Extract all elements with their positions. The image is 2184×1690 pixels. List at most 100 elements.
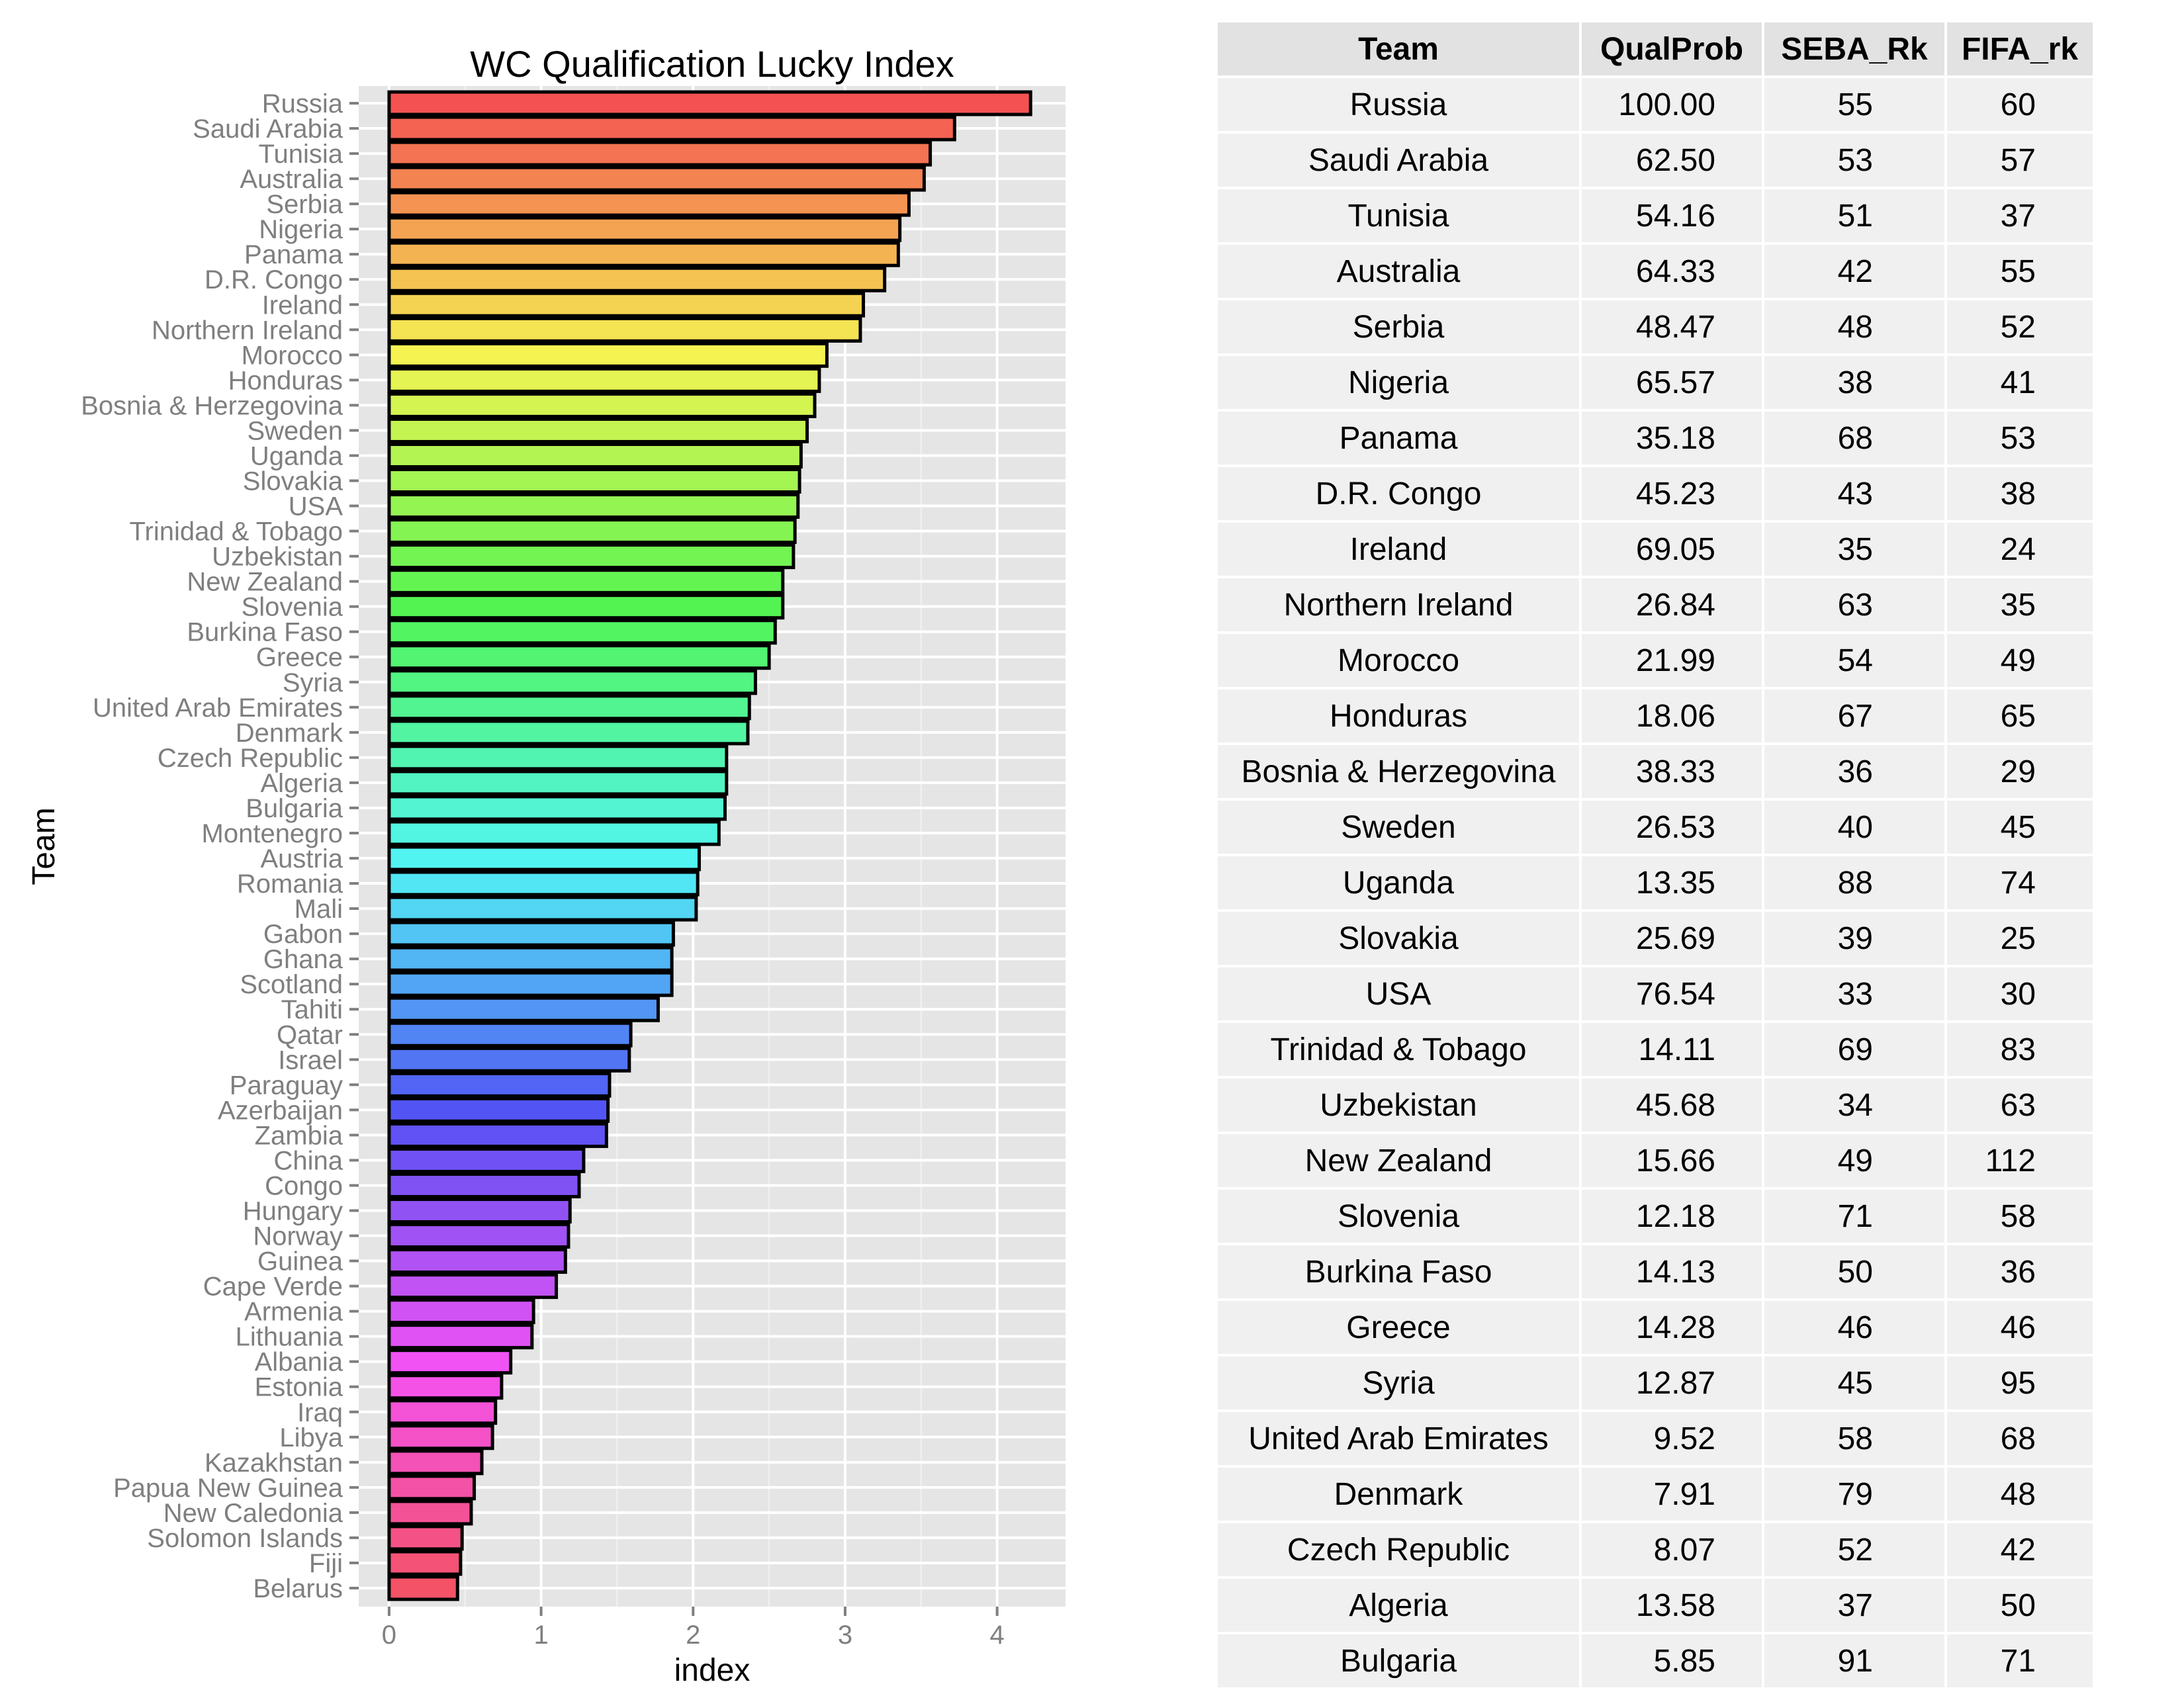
- qualification-table-container: Team QualProb SEBA_Rk FIFA_rk Russia 100.…: [1215, 20, 2095, 1690]
- cell-seba-rk: 67: [1762, 687, 1947, 745]
- bar: [387, 266, 887, 292]
- y-tick-label: Papua New Guinea: [113, 1474, 343, 1503]
- cell-qualprob: 62.50: [1579, 131, 1764, 189]
- cell-fifa-rk: 68: [1944, 1409, 2095, 1468]
- y-tick-label: Norway: [253, 1222, 343, 1251]
- cell-fifa-rk: 95: [1944, 1354, 2095, 1412]
- table-row: New Zealand 15.66 49 112: [1215, 1132, 2095, 1190]
- y-tick-label: Panama: [244, 240, 343, 269]
- cell-team: Russia: [1215, 75, 1582, 134]
- bar: [387, 392, 817, 418]
- bar: [387, 518, 797, 545]
- y-tick-label: Montenegro: [202, 819, 343, 848]
- y-tick-label: Armenia: [244, 1298, 343, 1327]
- x-tick-label: 0: [382, 1621, 396, 1650]
- bar: [387, 795, 727, 821]
- y-tick-label: Hungary: [243, 1196, 343, 1225]
- y-tick-label: Serbia: [266, 190, 343, 219]
- y-tick-label: Trinidad & Tobago: [130, 517, 343, 547]
- y-tick-label: Paraguay: [230, 1071, 343, 1100]
- bar: [387, 1248, 567, 1274]
- y-tick-label: Greece: [256, 643, 343, 672]
- y-tick-label: United Arab Emirates: [93, 693, 343, 723]
- y-tick-label: Slovenia: [242, 593, 343, 622]
- y-tick-label: Bulgaria: [246, 794, 343, 823]
- bar: [387, 971, 674, 997]
- bar: [387, 417, 809, 443]
- cell-fifa-rk: 37: [1944, 187, 2095, 245]
- header-fifa-rk: FIFA_rk: [1944, 20, 2095, 78]
- cell-qualprob: 45.23: [1579, 465, 1764, 523]
- y-tick-label: Northern Ireland: [152, 316, 343, 345]
- bar: [387, 594, 785, 620]
- bar: [387, 115, 956, 142]
- bar: [387, 568, 785, 595]
- cell-team: Serbia: [1215, 298, 1582, 356]
- y-tick-label: China: [273, 1146, 343, 1175]
- y-tick-label: Syria: [283, 668, 343, 697]
- cell-qualprob: 38.33: [1579, 742, 1764, 801]
- y-tick-label: Solomon Islands: [147, 1524, 343, 1553]
- y-tick-label: Algeria: [260, 769, 343, 798]
- y-tick-label: Belarus: [253, 1574, 343, 1603]
- cell-qualprob: 15.66: [1579, 1132, 1764, 1190]
- bar: [387, 442, 803, 468]
- bar: [387, 619, 777, 645]
- lucky-index-chart: WC Qualification Lucky Index RussiaSaudi…: [26, 43, 1066, 1687]
- bar: [387, 870, 700, 897]
- table-row: Ireland 69.05 35 24: [1215, 520, 2095, 578]
- table-row: Northern Ireland 26.84 63 35: [1215, 576, 2095, 634]
- cell-seba-rk: 42: [1762, 242, 1947, 300]
- cell-team: Tunisia: [1215, 187, 1582, 245]
- cell-team: Australia: [1215, 242, 1582, 300]
- bar: [387, 719, 750, 746]
- cell-seba-rk: 88: [1762, 854, 1947, 912]
- y-tick-label: Guinea: [257, 1247, 343, 1276]
- bar: [387, 644, 771, 670]
- cell-team: Greece: [1215, 1298, 1582, 1356]
- cell-seba-rk: 49: [1762, 1132, 1947, 1190]
- bar: [387, 341, 829, 368]
- cell-qualprob: 25.69: [1579, 909, 1764, 967]
- y-tick-label: Denmark: [236, 719, 343, 748]
- y-tick-label: Nigeria: [259, 215, 343, 244]
- bar: [387, 920, 675, 947]
- cell-fifa-rk: 35: [1944, 576, 2095, 634]
- x-axis: 0 1 2 3 4: [382, 1607, 1005, 1650]
- cell-team: Ireland: [1215, 520, 1582, 578]
- bar: [387, 946, 674, 972]
- bar: [387, 191, 911, 217]
- table-row: Russia 100.00 55 60: [1215, 75, 2095, 134]
- cell-fifa-rk: 57: [1944, 131, 2095, 189]
- cell-fifa-rk: 45: [1944, 798, 2095, 856]
- y-tick-label: Gabon: [263, 920, 343, 949]
- cell-fifa-rk: 24: [1944, 520, 2095, 578]
- bar: [387, 90, 1032, 116]
- bar: [387, 468, 801, 494]
- bar: [387, 1575, 459, 1601]
- cell-team: Algeria: [1215, 1576, 1582, 1634]
- cell-qualprob: 64.33: [1579, 242, 1764, 300]
- cell-fifa-rk: 49: [1944, 631, 2095, 689]
- cell-fifa-rk: 48: [1944, 1465, 2095, 1523]
- cell-qualprob: 45.68: [1579, 1076, 1764, 1134]
- bar: [387, 367, 821, 393]
- cell-qualprob: 7.91: [1579, 1465, 1764, 1523]
- header-team: Team: [1215, 20, 1582, 78]
- cell-team: Honduras: [1215, 687, 1582, 745]
- cell-fifa-rk: 71: [1944, 1632, 2095, 1690]
- bar: [387, 744, 729, 771]
- cell-qualprob: 26.84: [1579, 576, 1764, 634]
- bar: [387, 770, 729, 796]
- cell-team: Panama: [1215, 409, 1582, 467]
- cell-team: Morocco: [1215, 631, 1582, 689]
- cell-seba-rk: 51: [1762, 187, 1947, 245]
- y-tick-label: Australia: [240, 165, 343, 194]
- cell-seba-rk: 33: [1762, 965, 1947, 1023]
- table-row: Nigeria 65.57 38 41: [1215, 353, 2095, 412]
- cell-fifa-rk: 30: [1944, 965, 2095, 1023]
- cell-qualprob: 26.53: [1579, 798, 1764, 856]
- bar: [387, 895, 698, 922]
- bar: [387, 845, 701, 871]
- y-tick-label: Congo: [265, 1171, 343, 1200]
